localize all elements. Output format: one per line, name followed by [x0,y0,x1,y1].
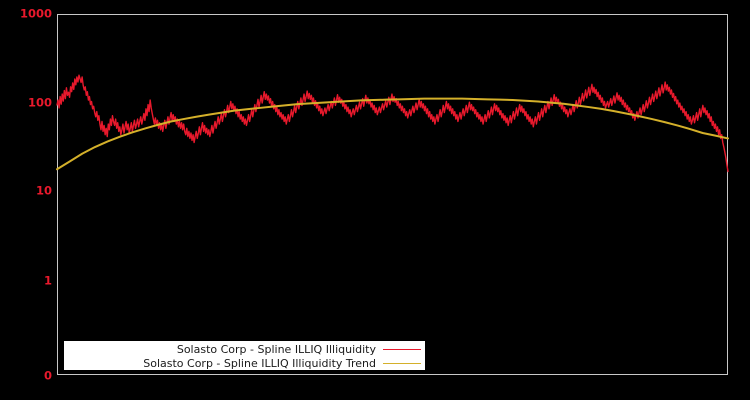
y-axis: 1000 100 10 1 0 [0,0,52,400]
series-line-illiquidity [56,74,729,173]
y-tick-label-0: 0 [43,368,52,383]
series-line-illiquidity-trend [56,97,729,171]
y-tick-label-1000: 1000 [19,6,52,21]
y-tick-label-100: 100 [27,95,52,110]
legend-label-illiquidity: Solasto Corp - Spline ILLIQ Illiquidity [176,342,376,356]
legend-entry-illiquidity-trend: Solasto Corp - Spline ILLIQ Illiquidity … [143,356,421,370]
legend-label-illiquidity-trend: Solasto Corp - Spline ILLIQ Illiquidity … [143,356,376,370]
legend: Solasto Corp - Spline ILLIQ Illiquidity … [64,341,425,370]
plot-area [57,14,728,375]
legend-swatch-illiquidity-trend [383,362,421,364]
legend-entry-illiquidity: Solasto Corp - Spline ILLIQ Illiquidity [177,342,421,356]
y-tick-label-1: 1 [43,273,52,288]
legend-swatch-illiquidity [383,348,421,350]
y-tick-label-10: 10 [35,183,52,198]
